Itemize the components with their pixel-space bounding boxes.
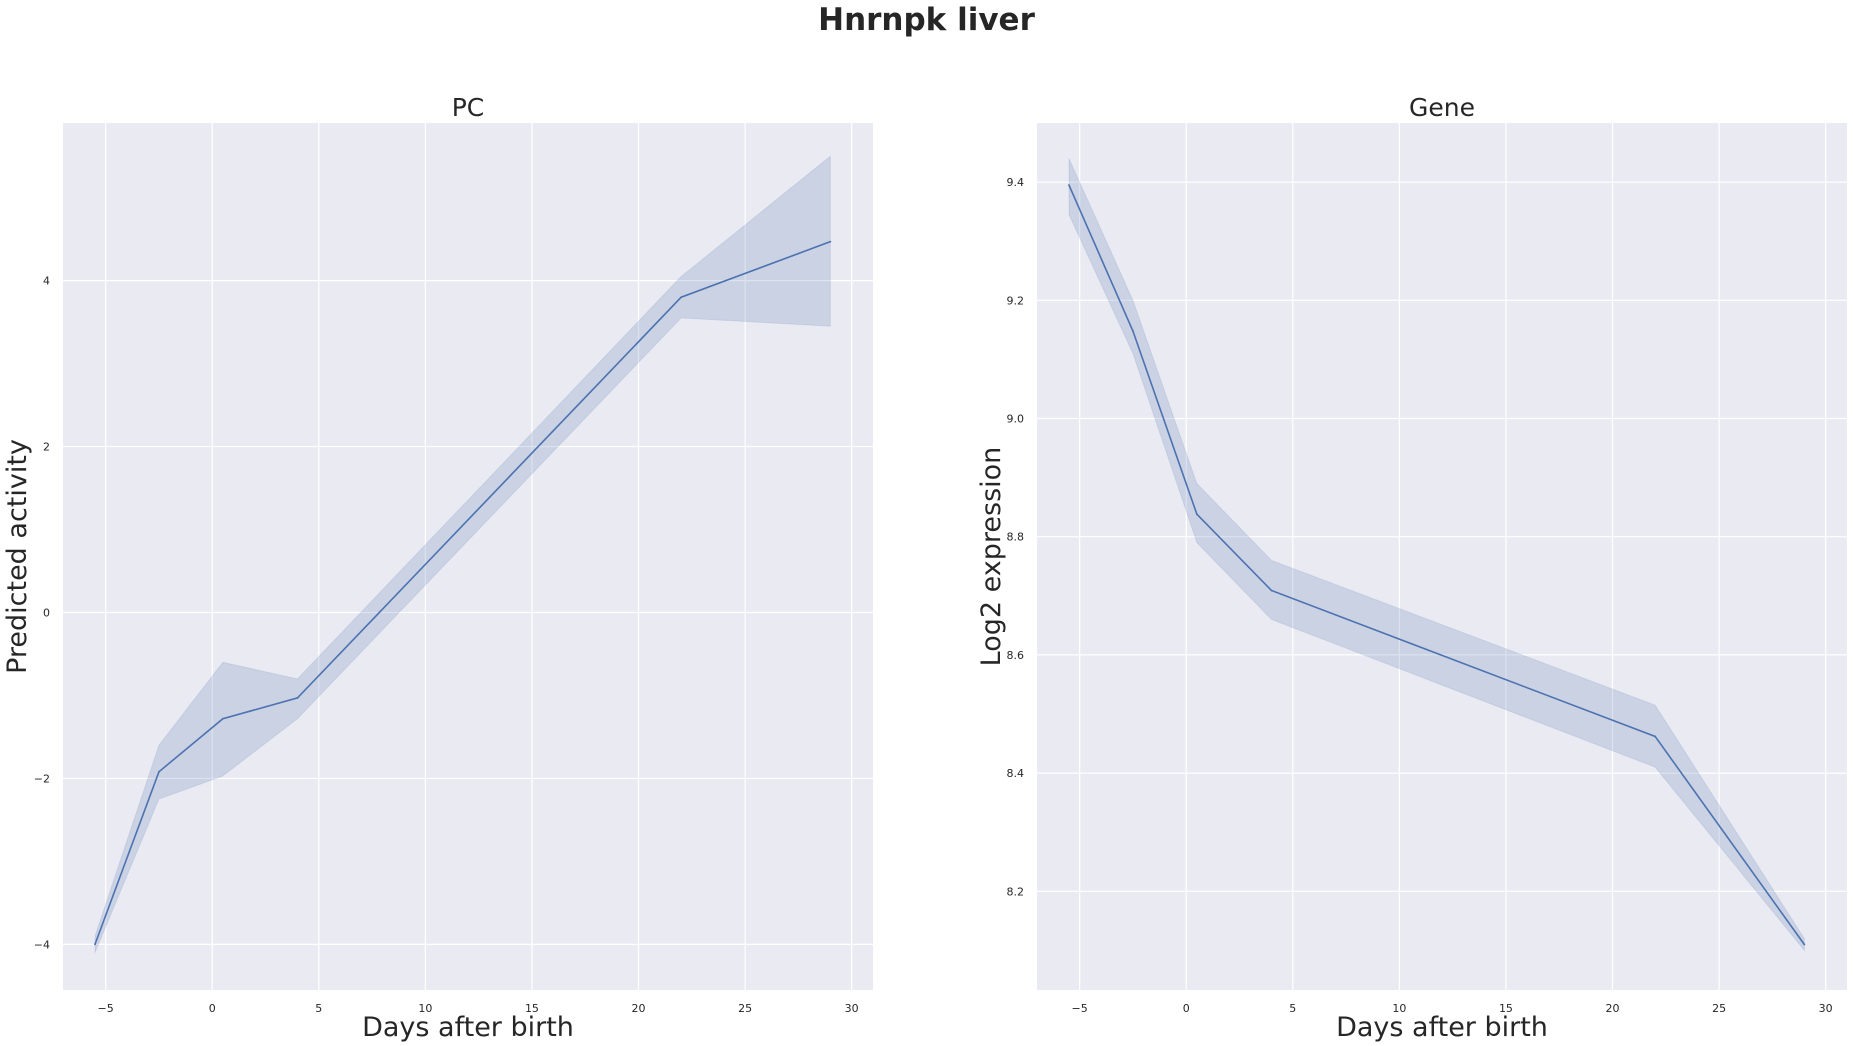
- pc-x-axis-label: Days after birth: [362, 1012, 574, 1043]
- pc-x-tick-label: 5: [315, 1002, 322, 1015]
- pc-series-line: [94, 240, 831, 945]
- gene-y-tick-label: 9.4: [1007, 176, 1025, 189]
- gene-confidence-band: [1068, 158, 1805, 952]
- pc-data-point: [829, 240, 832, 243]
- pc-data-point: [680, 296, 683, 299]
- gene-x-tick-label: 30: [1819, 1002, 1833, 1015]
- gene-x-tick-label: 15: [1499, 1002, 1513, 1015]
- pc-data-point: [158, 770, 160, 773]
- gene-y-tick-label: 8.4: [1007, 767, 1025, 780]
- gene-gridlines: [1037, 123, 1847, 990]
- pc-title: PC: [452, 93, 485, 122]
- pc-confidence-band: [94, 155, 831, 953]
- pc-y-tick-label: 0: [43, 607, 50, 620]
- pc-y-tick-label: −4: [34, 938, 50, 951]
- gene-data-point: [1803, 943, 1806, 946]
- gene-x-tick-label: 10: [1392, 1002, 1406, 1015]
- pc-x-tick-label: 15: [525, 1002, 539, 1015]
- gene-x-tick-label: 25: [1712, 1002, 1726, 1015]
- pc-panel: −5 0 5 10 15 20 25 30 −4 −2 0 2 4 PC Days after bir…: [2, 93, 873, 1043]
- gene-y-tick-label: 8.8: [1007, 531, 1025, 544]
- gene-data-point: [1068, 184, 1070, 186]
- gene-x-axis-label: Days after birth: [1336, 1012, 1548, 1043]
- gene-panel: −5 0 5 10 15 20 25 30 8.2 8.4 8.6 8.8 9.0 9.2 9.4 Gen…: [976, 93, 1847, 1043]
- gene-confidence-band-layer: [1068, 158, 1805, 952]
- gene-data-point: [1270, 589, 1273, 592]
- pc-data-point: [221, 717, 224, 720]
- pc-y-axis-label: Predicted activity: [2, 439, 33, 674]
- gene-y-tick-label: 9.2: [1007, 294, 1025, 307]
- pc-gridlines: [63, 123, 873, 990]
- pc-x-tick-label: 20: [632, 1002, 646, 1015]
- gene-data-point: [1654, 735, 1657, 738]
- pc-plot-background: [63, 123, 873, 990]
- gene-x-tick-label: 20: [1606, 1002, 1620, 1015]
- gene-x-ticks: −5 0 5 10 15 20 25 30: [1072, 1002, 1833, 1015]
- gene-data-point: [1195, 513, 1198, 516]
- pc-y-tick-label: 2: [43, 441, 50, 454]
- gene-y-tick-label: 9.0: [1007, 413, 1025, 426]
- gene-title: Gene: [1409, 93, 1475, 122]
- gene-x-tick-label: 0: [1183, 1002, 1190, 1015]
- gene-y-ticks: 8.2 8.4 8.6 8.8 9.0 9.2 9.4: [1007, 176, 1025, 898]
- pc-y-ticks: −4 −2 0 2 4: [34, 275, 50, 952]
- pc-x-tick-label: 25: [738, 1002, 752, 1015]
- pc-y-tick-label: 4: [43, 275, 50, 288]
- gene-y-axis-label: Log2 expression: [976, 447, 1007, 667]
- gene-data-point: [1132, 330, 1134, 332]
- gene-y-tick-label: 8.6: [1007, 649, 1025, 662]
- pc-x-ticks: −5 0 5 10 15 20 25 30: [98, 1002, 859, 1015]
- pc-data-point: [296, 697, 299, 699]
- pc-data-point: [94, 943, 96, 946]
- pc-x-tick-label: 0: [209, 1002, 216, 1015]
- pc-x-tick-label: −5: [98, 1002, 114, 1015]
- gene-x-tick-label: 5: [1289, 1002, 1296, 1015]
- gene-x-tick-label: −5: [1072, 1002, 1088, 1015]
- gene-line-layer: [1068, 184, 1806, 946]
- pc-x-tick-label: 10: [418, 1002, 432, 1015]
- gene-y-tick-label: 8.2: [1007, 885, 1025, 898]
- pc-y-tick-label: −2: [34, 772, 50, 785]
- gene-series-line: [1068, 184, 1806, 945]
- figure-title: Hnrnpk liver: [818, 2, 1035, 38]
- pc-line-layer: [94, 240, 832, 946]
- gene-plot-background: [1037, 123, 1847, 990]
- pc-confidence-band-layer: [94, 155, 831, 953]
- pc-x-tick-label: 30: [845, 1002, 859, 1015]
